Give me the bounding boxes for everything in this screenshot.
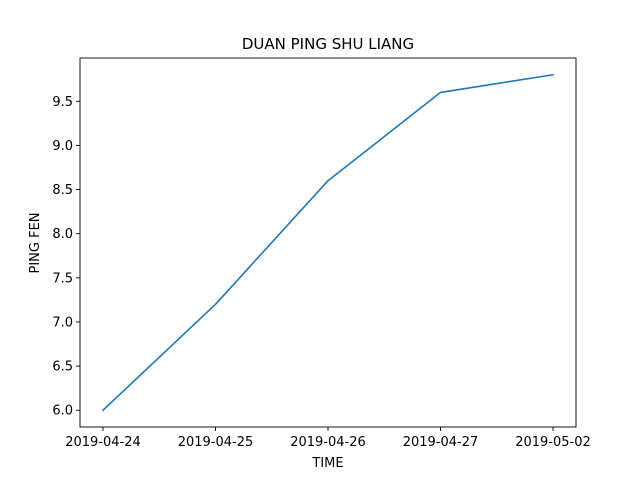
y-tick-label: 7.0 [52,315,73,330]
y-tick-label: 6.0 [52,404,73,419]
y-axis: 6.0 6.5 7.0 7.5 8.0 8.5 9.0 9.5 [52,95,80,419]
x-tick-label: 2019-04-27 [403,435,479,450]
x-tick-label: 2019-04-26 [290,435,366,450]
x-tick-label: 2019-04-24 [65,435,141,450]
y-tick-label: 8.5 [52,183,73,198]
y-tick-label: 7.5 [52,271,73,286]
y-axis-label: PING FEN [28,212,43,273]
chart-title: DUAN PING SHU LIANG [242,35,414,53]
series-line [101,73,554,412]
y-tick-label: 9.0 [52,139,73,154]
x-tick-label: 2019-05-02 [515,435,591,450]
x-axis: 2019-04-24 2019-04-25 2019-04-26 2019-04-27… [65,427,591,450]
y-tick-label: 6.5 [52,360,73,375]
x-tick-label: 2019-04-25 [178,435,254,450]
plot-area [79,57,577,428]
y-tick-label: 8.0 [52,227,73,242]
y-tick-label: 9.5 [52,95,73,110]
plot-frame [79,57,577,428]
x-axis-label: TIME [311,456,343,471]
